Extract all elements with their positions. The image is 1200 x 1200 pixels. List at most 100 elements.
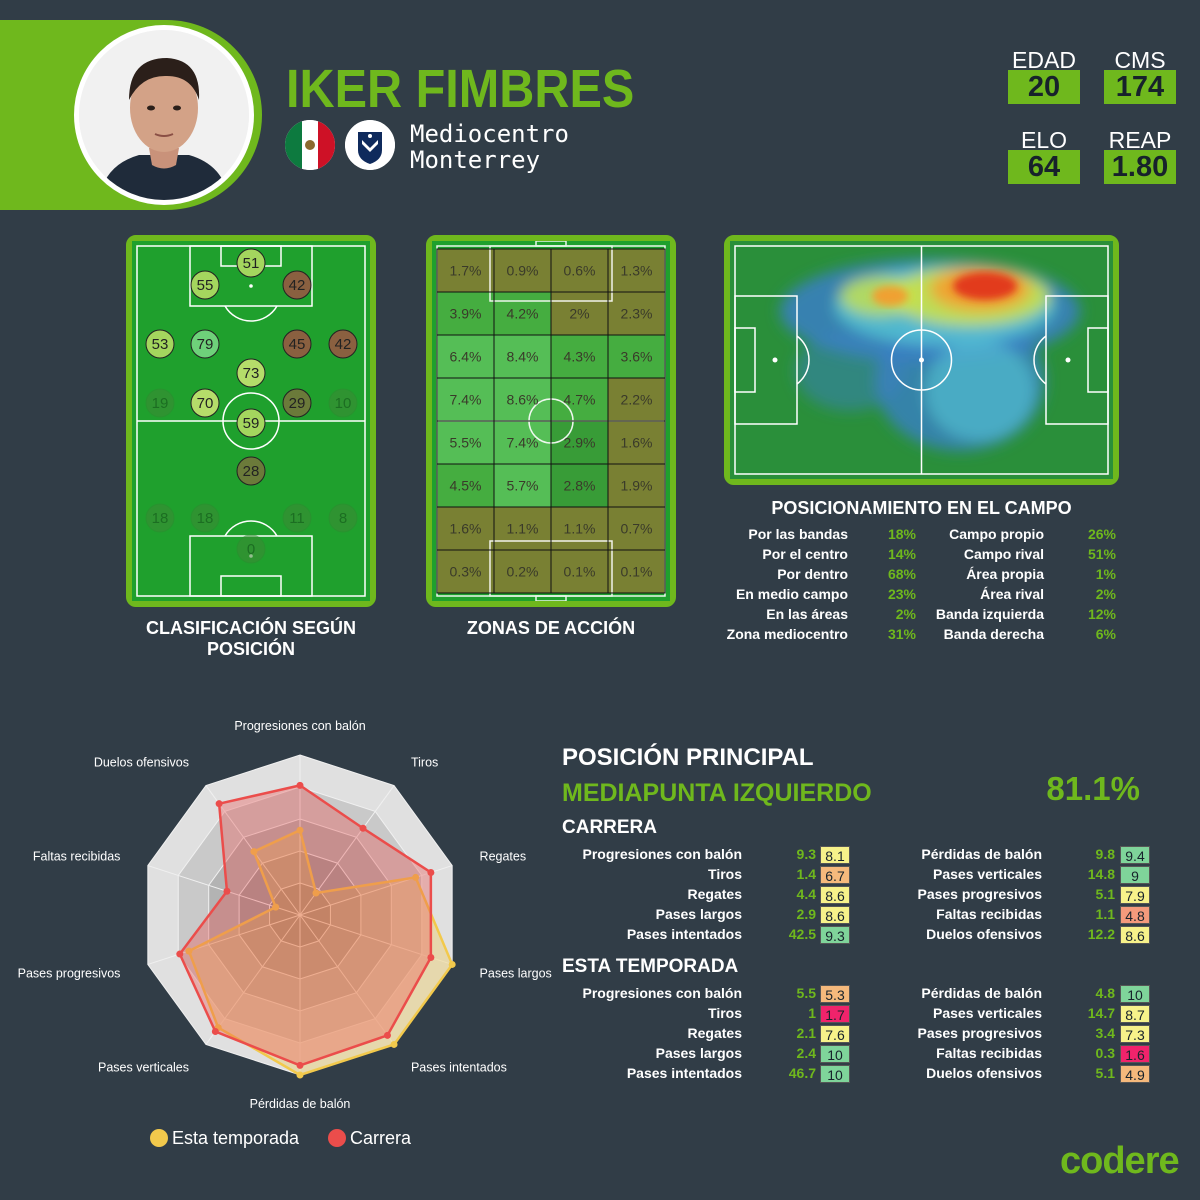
action-zone-cell <box>551 292 608 335</box>
metric-row: Pases intentados 42.5 9.3 <box>562 924 852 944</box>
action-zone-value: 4.7% <box>564 392 596 408</box>
radar-axis-label: Progresiones con balón <box>234 720 365 733</box>
action-zone-cell <box>608 378 665 421</box>
position-rating-marker: 42 <box>282 270 312 300</box>
position-rating-value: 42 <box>289 277 306 294</box>
metric-label: Tiros <box>708 1005 742 1021</box>
positioning-label: Campo propio <box>949 526 1044 542</box>
action-zone-cell <box>608 550 665 593</box>
radar-axis-label: Pases largos <box>480 966 552 980</box>
position-rating-marker: 18 <box>145 503 175 533</box>
radar-point <box>272 903 280 911</box>
metric-value: 4.4 <box>796 886 816 902</box>
metric-row: Pases intentados 46.7 10 <box>562 1063 852 1083</box>
action-zone-value: 2.9% <box>564 435 596 451</box>
positioning-row: En medio campo 23% Área rival 2% <box>724 584 1124 604</box>
radar-axis-label: Faltas recibidas <box>33 850 121 864</box>
metric-score-badge: 1.6 <box>1120 1045 1150 1063</box>
position-rating-marker: 79 <box>190 329 220 359</box>
main-position-title: POSICIÓN PRINCIPAL <box>562 744 814 771</box>
action-zone-cell <box>608 421 665 464</box>
action-zone-value: 0.7% <box>621 521 653 537</box>
metric-label: Regates <box>687 1025 742 1041</box>
heatmap-pitch <box>724 235 1119 485</box>
player-position: Mediocentro <box>410 120 569 148</box>
metric-label: Pases largos <box>655 906 742 922</box>
metric-value: 2.1 <box>796 1025 816 1041</box>
action-zone-cell <box>551 378 608 421</box>
action-zone-value: 1.3% <box>621 263 653 279</box>
action-zone-cell <box>551 550 608 593</box>
metric-score-badge: 6.7 <box>820 866 850 884</box>
metric-label: Pases progresivos <box>917 1025 1042 1041</box>
player-name: IKER FIMBRES <box>286 59 635 119</box>
stat-elo-label: ELO <box>1020 127 1068 153</box>
metric-score-badge: 9 <box>1120 866 1150 884</box>
action-zone-value: 7.4% <box>450 392 482 408</box>
action-zone-cell <box>551 249 608 292</box>
action-zone-cell <box>608 335 665 378</box>
positioning-label: Por el centro <box>762 546 848 562</box>
radar-axis-line <box>147 914 301 965</box>
position-rating-marker: 0 <box>236 534 266 564</box>
position-rating-value: 10 <box>335 395 352 412</box>
positioning-row: Zona mediocentro 31% Banda derecha 6% <box>724 624 1124 644</box>
radar-axis-label: Pases verticales <box>98 1061 189 1075</box>
metric-row: Duelos ofensivos 12.2 8.6 <box>872 924 1162 944</box>
action-zone-cell <box>494 421 551 464</box>
metric-value: 42.5 <box>788 926 816 942</box>
stat-age-value: 20 <box>1008 70 1080 104</box>
positioning-row: En las áreas 2% Banda izquierda 12% <box>724 604 1124 624</box>
radar-chart: Progresiones con balón Tiros Regates Pases … <box>18 720 552 1111</box>
legend-career-label: Carrera <box>350 1128 412 1148</box>
metric-score-badge: 1.7 <box>820 1005 850 1023</box>
positioning-value: 31% <box>887 626 916 642</box>
action-zone-value: 3.9% <box>450 306 482 322</box>
radar-point <box>250 848 258 856</box>
radar-point <box>296 1061 304 1069</box>
position-rating-value: 51 <box>243 255 260 272</box>
action-zone-value: 6.4% <box>450 349 482 365</box>
position-rating-value: 70 <box>197 395 214 412</box>
radar-point <box>185 947 193 955</box>
position-rating-marker: 29 <box>282 388 312 418</box>
action-zone-value: 5.5% <box>450 435 482 451</box>
action-zone-value: 0.9% <box>507 263 539 279</box>
metric-label: Tiros <box>708 866 742 882</box>
radar-axis-line <box>205 914 301 1045</box>
positioning-value: 18% <box>887 526 916 542</box>
action-zone-cell <box>494 378 551 421</box>
position-rating-value: 19 <box>152 395 169 412</box>
legend-season-label: Esta temporada <box>172 1128 300 1148</box>
metric-row: Pases largos 2.9 8.6 <box>562 904 852 924</box>
position-rating-marker: 10 <box>328 388 358 418</box>
action-zone-value: 7.4% <box>507 435 539 451</box>
metric-value: 4.8 <box>1095 985 1115 1001</box>
player-club: Monterrey <box>410 146 541 174</box>
position-rating-value: 59 <box>243 415 260 432</box>
metric-value: 2.4 <box>796 1045 816 1061</box>
position-rating-marker: 11 <box>282 503 312 533</box>
metric-score-badge: 7.6 <box>820 1025 850 1043</box>
legend-career-swatch <box>328 1129 346 1147</box>
positioning-label: Por las bandas <box>748 526 848 542</box>
metric-score-badge: 10 <box>820 1065 850 1083</box>
metric-score-badge: 4.8 <box>1120 906 1150 924</box>
radar-point <box>412 873 420 881</box>
mexico-flag-icon <box>285 120 335 170</box>
action-zone-value: 1.7% <box>450 263 482 279</box>
radar-axis-label: Tiros <box>411 755 438 769</box>
position-rating-marker: 18 <box>190 503 220 533</box>
metric-row: Tiros 1 1.7 <box>562 1003 852 1023</box>
action-zone-cell <box>494 335 551 378</box>
action-zone-value: 4.2% <box>507 306 539 322</box>
metric-row: Faltas recibidas 1.1 4.8 <box>872 904 1162 924</box>
action-zone-cell <box>551 421 608 464</box>
action-zone-value: 0.1% <box>621 564 653 580</box>
position-rating-value: 11 <box>289 510 305 527</box>
positioning-label: Campo rival <box>963 546 1044 562</box>
positioning-value: 14% <box>887 546 916 562</box>
metric-row: Pérdidas de balón 9.8 9.4 <box>872 844 1162 864</box>
action-zone-cell <box>608 292 665 335</box>
stat-reap-value: 1.80 <box>1104 150 1176 184</box>
